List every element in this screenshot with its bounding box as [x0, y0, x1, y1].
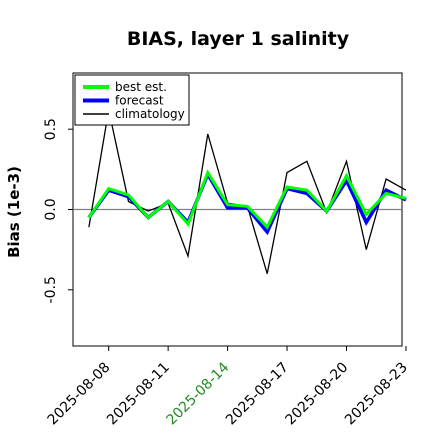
legend-label-best-est: best est. — [115, 80, 167, 94]
legend-label-climatology: climatology — [115, 107, 185, 121]
series-line-climatology — [88, 109, 407, 274]
y-tick-label: 0.5 — [43, 118, 59, 140]
x-tick-label: 2025-08-08 — [45, 360, 114, 429]
y-axis-label: Bias (1e-3) — [5, 166, 23, 258]
series-line-best-est — [87, 169, 407, 230]
x-tick-label: 2025-08-17 — [223, 360, 292, 429]
y-axis-ticks: -0.5 0.0 0.5 — [43, 118, 73, 303]
x-tick-label: 2025-08-20 — [282, 360, 351, 429]
x-tick-label: 2025-08-23 — [342, 360, 411, 429]
y-tick-label: -0.5 — [43, 276, 59, 303]
x-axis-ticks: 2025-08-082025-08-112025-08-142025-08-17… — [45, 346, 411, 428]
chart-title: BIAS, layer 1 salinity — [127, 28, 350, 50]
x-tick-label: 2025-08-14 — [164, 359, 233, 428]
legend-label-forecast: forecast — [115, 94, 164, 108]
plot-area — [72, 72, 407, 347]
x-tick-label: 2025-08-11 — [104, 360, 173, 429]
y-tick-label: 0.0 — [43, 198, 59, 220]
